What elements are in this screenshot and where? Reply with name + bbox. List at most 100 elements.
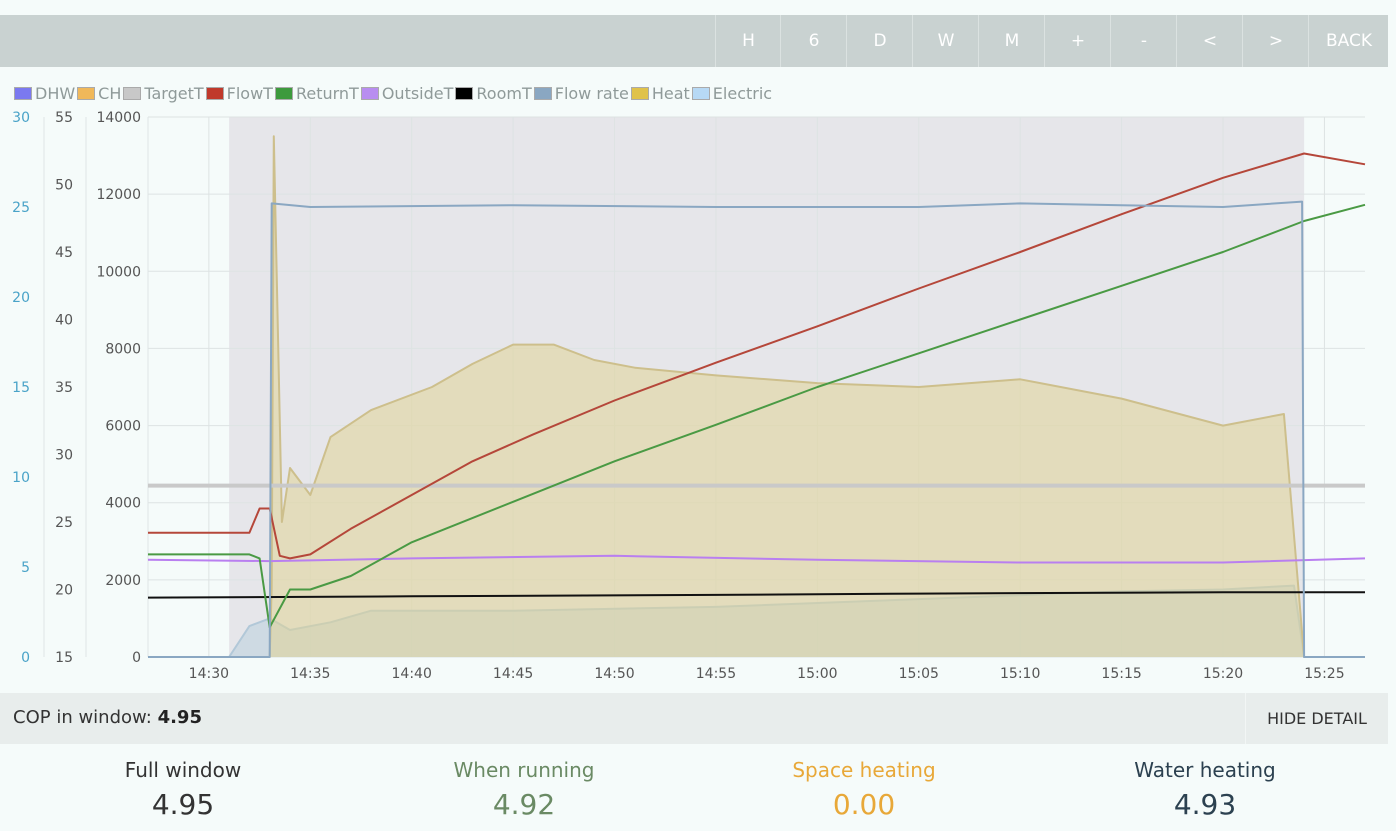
cop-window-value: 4.95 [157, 707, 202, 728]
stat-full-window: Full window 4.95 [33, 758, 333, 821]
legend-label: DHW [35, 83, 76, 103]
legend-label: Heat [651, 83, 690, 103]
legend-label: CH [98, 83, 122, 103]
y-tick-temperature: 45 [55, 245, 73, 261]
stat-value: 4.95 [151, 788, 215, 821]
x-tick: 15:25 [1304, 666, 1344, 682]
x-tick: 15:00 [797, 666, 837, 682]
chart-legend: DHW CH TargetT FlowT ReturnT OutsideT RoomT Flo… [14, 83, 774, 103]
y-tick-temperature: 30 [55, 448, 73, 464]
legend-item-outsidet[interactable]: OutsideT [360, 83, 454, 103]
series-heat-line [148, 135, 1365, 658]
x-tick: 15:05 [899, 666, 939, 682]
legend-item-targett[interactable]: TargetT [123, 83, 204, 103]
x-tick: 15:20 [1203, 666, 1243, 682]
stat-space-heating: Space heating 0.00 [714, 758, 1014, 821]
y-tick-power: 10000 [96, 264, 141, 280]
six-hour-button[interactable]: 6 [780, 15, 847, 67]
x-tick: 14:30 [189, 666, 229, 682]
cop-bar: COP in window: 4.95 HIDE DETAIL [0, 693, 1388, 744]
hour-button[interactable]: H [715, 15, 781, 67]
legend-swatch [14, 86, 32, 100]
y-tick-flow-rate: 0 [21, 650, 30, 666]
y-tick-temperature: 25 [55, 515, 73, 531]
series-roomt-line [147, 591, 1365, 599]
y-tick-temperature: 40 [55, 313, 73, 329]
legend-item-returnt[interactable]: ReturnT [274, 83, 359, 103]
legend-item-flow-rate[interactable]: Flow rate [533, 83, 629, 103]
legend-label: FlowT [226, 83, 273, 103]
hide-detail-button[interactable]: HIDE DETAIL [1245, 693, 1388, 744]
x-tick: 14:55 [696, 666, 736, 682]
series-returnt-line [148, 203, 1366, 629]
legend-item-heat[interactable]: Heat [630, 83, 690, 103]
y-tick-power: 2000 [105, 573, 141, 589]
y-tick-flow-rate: 5 [21, 560, 30, 576]
stat-label: When running [453, 758, 595, 782]
legend-item-flowt[interactable]: FlowT [205, 83, 273, 103]
y-tick-flow-rate: 10 [12, 470, 30, 486]
stat-label: Full window [124, 758, 242, 782]
week-button[interactable]: W [912, 15, 979, 67]
legend-label: Flow rate [554, 83, 629, 103]
legend-swatch [455, 86, 474, 100]
legend-label: Electric [712, 83, 773, 103]
x-tick: 15:10 [1000, 666, 1040, 682]
x-tick: 14:40 [392, 666, 432, 682]
series-outsidet-line [147, 554, 1366, 564]
y-tick-power: 0 [132, 650, 141, 666]
y-tick-flow-rate: 15 [12, 380, 30, 396]
series-flow-rate-line [148, 200, 1365, 658]
x-tick: 14:45 [493, 666, 533, 682]
month-button[interactable]: M [978, 15, 1045, 67]
stat-label: Water heating [1134, 758, 1276, 782]
legend-swatch [691, 86, 710, 100]
y-tick-power: 6000 [105, 419, 141, 435]
stat-value: 4.92 [492, 788, 556, 821]
legend-item-ch[interactable]: CH [77, 84, 121, 103]
legend-swatch [630, 86, 649, 100]
stat-value: 4.93 [1173, 788, 1237, 821]
day-button[interactable]: D [846, 15, 913, 67]
legend-swatch [123, 86, 142, 100]
cop-window-label: COP in window: [13, 707, 152, 728]
legend-label: RoomT [476, 83, 532, 103]
legend-swatch [274, 86, 293, 100]
y-tick-temperature: 35 [55, 380, 73, 396]
stat-water-heating: Water heating 4.93 [1055, 758, 1355, 821]
stat-when-running: When running 4.92 [374, 758, 674, 821]
pan-right-button[interactable]: > [1242, 15, 1309, 67]
legend-swatch [533, 86, 552, 100]
zoom-out-button[interactable]: - [1110, 15, 1177, 67]
zoom-in-button[interactable]: + [1044, 15, 1111, 67]
stat-value: 0.00 [832, 788, 896, 821]
y-tick-temperature: 15 [55, 650, 73, 666]
y-tick-flow-rate: 30 [12, 110, 30, 126]
x-tick: 15:15 [1101, 666, 1141, 682]
y-tick-power: 12000 [96, 187, 141, 203]
legend-swatch [205, 86, 224, 100]
series-flowt-line [148, 152, 1366, 560]
x-tick: 14:35 [290, 666, 330, 682]
y-tick-power: 14000 [96, 110, 141, 126]
legend-item-roomt[interactable]: RoomT [455, 83, 532, 103]
cop-window-text: COP in window: 4.95 [13, 707, 202, 728]
y-tick-flow-rate: 25 [12, 200, 30, 216]
stat-label: Space heating [792, 758, 936, 782]
y-tick-temperature: 20 [55, 583, 73, 599]
legend-label: TargetT [144, 83, 204, 103]
legend-label: OutsideT [381, 83, 454, 103]
legend-item-electric[interactable]: Electric [691, 83, 773, 103]
legend-item-dhw[interactable]: DHW [14, 84, 75, 103]
x-tick: 14:50 [594, 666, 634, 682]
toolbar: H 6 D W M + - < > BACK [0, 15, 1388, 67]
legend-swatch [77, 86, 96, 100]
back-button[interactable]: BACK [1308, 15, 1389, 67]
legend-swatch [360, 86, 379, 100]
pan-left-button[interactable]: < [1176, 15, 1243, 67]
legend-label: ReturnT [295, 83, 359, 103]
y-tick-power: 8000 [105, 341, 141, 357]
y-tick-temperature: 55 [55, 110, 73, 126]
y-tick-temperature: 50 [55, 178, 73, 194]
y-tick-flow-rate: 20 [12, 290, 30, 306]
